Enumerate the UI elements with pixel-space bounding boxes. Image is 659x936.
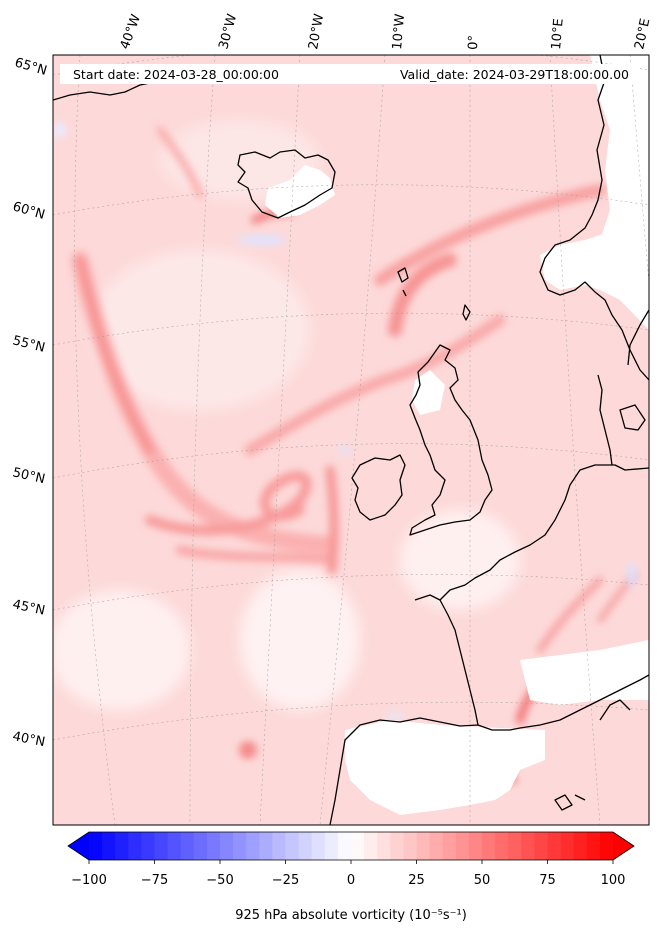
- colorbar-segment: [115, 832, 129, 860]
- colorbar-segment: [468, 832, 483, 860]
- sweden-coast: [627, 309, 649, 366]
- graticule: [53, 55, 649, 825]
- colorbar-segment: [377, 832, 391, 860]
- lon-label-20e: 20°E: [632, 17, 653, 51]
- colorbar-segment: [167, 832, 182, 860]
- lon-label-10e: 10°E: [549, 18, 567, 50]
- lat-label-50n: 50°N: [11, 465, 46, 487]
- colorbar-segment: [337, 832, 352, 860]
- colorbar-segment: [573, 832, 588, 860]
- colorbar-segment: [102, 832, 116, 860]
- colorbar-segment: [560, 832, 575, 860]
- colorbar-segment: [364, 832, 378, 860]
- colorbar-segment: [442, 832, 457, 860]
- lat-label-55n: 55°N: [11, 333, 46, 355]
- colorbar-segment: [495, 832, 509, 860]
- colorbar-tick-label: 25: [408, 873, 425, 888]
- lon-label-40w: 40°W: [118, 12, 144, 51]
- colorbar-segment: [351, 832, 365, 860]
- colorbar-segment: [455, 832, 470, 860]
- colorbar-segment: [547, 832, 562, 860]
- vorticity-light-patches: [53, 120, 520, 710]
- colorbar-segment: [482, 832, 496, 860]
- colorbar-segment: [180, 832, 195, 860]
- colorbar-segment: [508, 832, 522, 860]
- lon-label-20w: 20°W: [306, 13, 327, 51]
- negative-vorticity-patches: [54, 122, 637, 719]
- colorbar-tick-label: 0: [347, 873, 355, 888]
- colorbar-tick-label: −50: [206, 873, 233, 888]
- colorbar-segment: [403, 832, 417, 860]
- colorbar-segment: [220, 832, 234, 860]
- colorbar-segments: [89, 832, 614, 860]
- valid-date-label: Valid_date: 2024-03-29T18:00:00.00: [400, 67, 629, 82]
- vorticity-bands: [71, 126, 638, 785]
- europe-coast: [414, 464, 649, 601]
- lat-label-45n: 45°N: [11, 597, 46, 618]
- colorbar-segment: [521, 832, 535, 860]
- colorbar-label: 925 hPa absolute vorticity (10⁻⁵s⁻¹): [235, 908, 467, 923]
- colorbar-segment: [193, 832, 208, 860]
- colorbar-segment: [311, 832, 326, 860]
- iberia-coast: [329, 717, 521, 825]
- colorbar-segment: [128, 832, 142, 860]
- colorbar-tick-label: 50: [474, 873, 491, 888]
- colorbar: −100 −75 −50 −25 0 25 50 75 100 925 hPa absolute…: [67, 831, 635, 923]
- colorbar-segment: [246, 832, 260, 860]
- colorbar-segment: [285, 832, 300, 860]
- iceland-coast: [237, 149, 336, 219]
- colorbar-extend-max: [613, 832, 634, 860]
- title-background: [60, 64, 638, 84]
- lat-label-60n: 60°N: [11, 199, 47, 222]
- colorbar-segment: [154, 832, 169, 860]
- lat-label-40n: 40°N: [11, 729, 46, 750]
- britain-coast: [409, 344, 493, 536]
- longitude-labels: 40°W 30°W 20°W 10°W 0° 10°E 20°E: [118, 12, 654, 51]
- lon-label-30w: 30°W: [216, 12, 240, 51]
- colorbar-segment: [586, 832, 601, 860]
- colorbar-segment: [298, 832, 313, 860]
- colorbar-segment: [599, 832, 614, 860]
- colorbar-tick-label: −100: [71, 873, 107, 888]
- colorbar-segment: [141, 832, 155, 860]
- map-frame: [52, 54, 650, 826]
- ireland-coast: [351, 454, 406, 521]
- colorbar-segment: [324, 832, 339, 860]
- colorbar-segment: [416, 832, 431, 860]
- colorbar-segment: [233, 832, 247, 860]
- colorbar-ticks: −100 −75 −50 −25 0 25 50 75 100: [71, 860, 625, 888]
- colorbar-segment: [272, 832, 286, 860]
- coastlines: [53, 55, 649, 825]
- lon-label-0: 0°: [466, 35, 482, 50]
- latitude-labels: 65°N 60°N 55°N 50°N 45°N 40°N: [11, 55, 49, 750]
- land-masks: [265, 55, 649, 815]
- colorbar-segment: [429, 832, 444, 860]
- colorbar-tick-label: 75: [539, 873, 556, 888]
- lon-label-10w: 10°W: [390, 13, 408, 50]
- norway-coast: [539, 55, 649, 381]
- colorbar-segment: [206, 832, 221, 860]
- map-panel: [53, 55, 649, 825]
- lat-label-65n: 65°N: [13, 55, 49, 78]
- colorbar-extend-min: [68, 832, 89, 860]
- start-date-label: Start date: 2024-03-28_00:00:00: [73, 67, 279, 82]
- denmark-coast: [597, 374, 613, 466]
- colorbar-segment: [390, 832, 404, 860]
- colorbar-segment: [534, 832, 548, 860]
- colorbar-segment: [259, 832, 273, 860]
- colorbar-tick-label: −75: [141, 873, 168, 888]
- colorbar-tick-label: 100: [601, 873, 626, 888]
- colorbar-tick-label: −25: [272, 873, 299, 888]
- colorbar-segment: [89, 832, 103, 860]
